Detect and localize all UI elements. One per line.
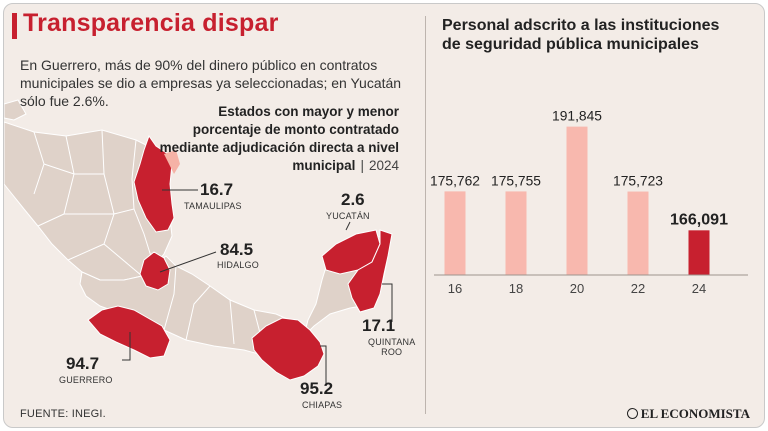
logo-mark-icon <box>626 408 638 419</box>
state-value-tamaulipas: 16.7 <box>200 180 234 199</box>
bar-18 <box>505 191 527 275</box>
map-guerrero <box>87 305 171 359</box>
state-value-quintana-roo: 17.1 <box>362 316 396 335</box>
map-hidalgo <box>139 251 171 291</box>
subtitle-separator: | <box>360 158 364 173</box>
map-baja <box>4 99 27 121</box>
source-note: FUENTE: INEGI. <box>20 408 106 420</box>
intro-text: En Guerrero, más de 90% del dinero públi… <box>20 57 402 109</box>
bar-16 <box>444 191 466 275</box>
x-tick-group: 16 18 20 22 24 <box>448 281 706 296</box>
state-name-quintana-roo-1: QUINTANA <box>368 337 416 347</box>
x-tick-18: 18 <box>509 281 523 296</box>
state-name-quintana-roo-2: ROO <box>381 347 403 357</box>
infographic-frame: Transparencia dispar En Guerrero, más de… <box>3 3 765 428</box>
map-subtitle: Estados con mayor y menor porcentaje de … <box>159 103 399 175</box>
title-accent-bar <box>12 13 17 39</box>
map-chiapas <box>251 317 325 381</box>
map-year: 2024 <box>368 158 399 173</box>
map-subtitle-text: Estados con mayor y menor porcentaje de … <box>159 104 399 173</box>
right-panel: Personal adscrito a las instituciones de… <box>426 4 764 427</box>
state-name-quintana-roo: QUINTANA ROO <box>368 337 415 357</box>
panel-divider <box>425 16 426 414</box>
mexico-map <box>4 99 393 384</box>
map-leaders <box>122 189 393 384</box>
state-value-guerrero: 94.7 <box>66 354 100 373</box>
leader-hidalgo <box>159 251 217 273</box>
leader-guerrero <box>122 332 131 361</box>
leader-chiapas <box>320 345 327 384</box>
bar-label-24: 166,091 <box>670 211 728 228</box>
main-title: Transparencia dispar <box>23 9 279 37</box>
logo-text: EL ECONOMISTA <box>640 406 750 421</box>
map-tamaulipas-coast <box>164 150 180 174</box>
x-tick-22: 22 <box>631 281 645 296</box>
x-tick-24: 24 <box>692 281 706 296</box>
bar-label-16: 175,762 <box>430 173 480 188</box>
bar-chart: 175,762 175,755 191,845 175,723 166,091 16 18… <box>430 109 748 296</box>
x-tick-20: 20 <box>570 281 584 296</box>
bar-label-18: 175,755 <box>491 173 541 188</box>
state-value-hidalgo: 84.5 <box>220 240 254 259</box>
state-name-chiapas: CHIAPAS <box>302 400 343 410</box>
state-value-chiapas: 95.2 <box>300 379 334 398</box>
state-name-guerrero: GUERRERO <box>59 375 113 385</box>
leader-quintana-roo <box>382 283 393 322</box>
bar-group: 175,762 175,755 191,845 175,723 166,091 <box>430 109 728 275</box>
bar-label-20: 191,845 <box>552 109 602 124</box>
left-panel: Transparencia dispar En Guerrero, más de… <box>4 4 425 427</box>
state-name-tamaulipas: TAMAULIPAS <box>184 201 242 211</box>
state-name-hidalgo: HIDALGO <box>217 260 259 270</box>
state-name-yucatan: YUCATÁN <box>326 211 370 221</box>
bar-label-22: 175,723 <box>613 174 663 189</box>
state-value-yucatan: 2.6 <box>341 190 365 209</box>
chart-title: Personal adscrito a las instituciones de… <box>442 17 720 53</box>
x-tick-16: 16 <box>448 281 462 296</box>
bar-22 <box>627 191 649 275</box>
leader-yucatan <box>345 221 351 231</box>
bar-20 <box>566 126 588 275</box>
logo: EL ECONOMISTA <box>626 406 750 422</box>
map-quintana-roo <box>347 229 393 313</box>
bar-24 <box>688 230 710 275</box>
